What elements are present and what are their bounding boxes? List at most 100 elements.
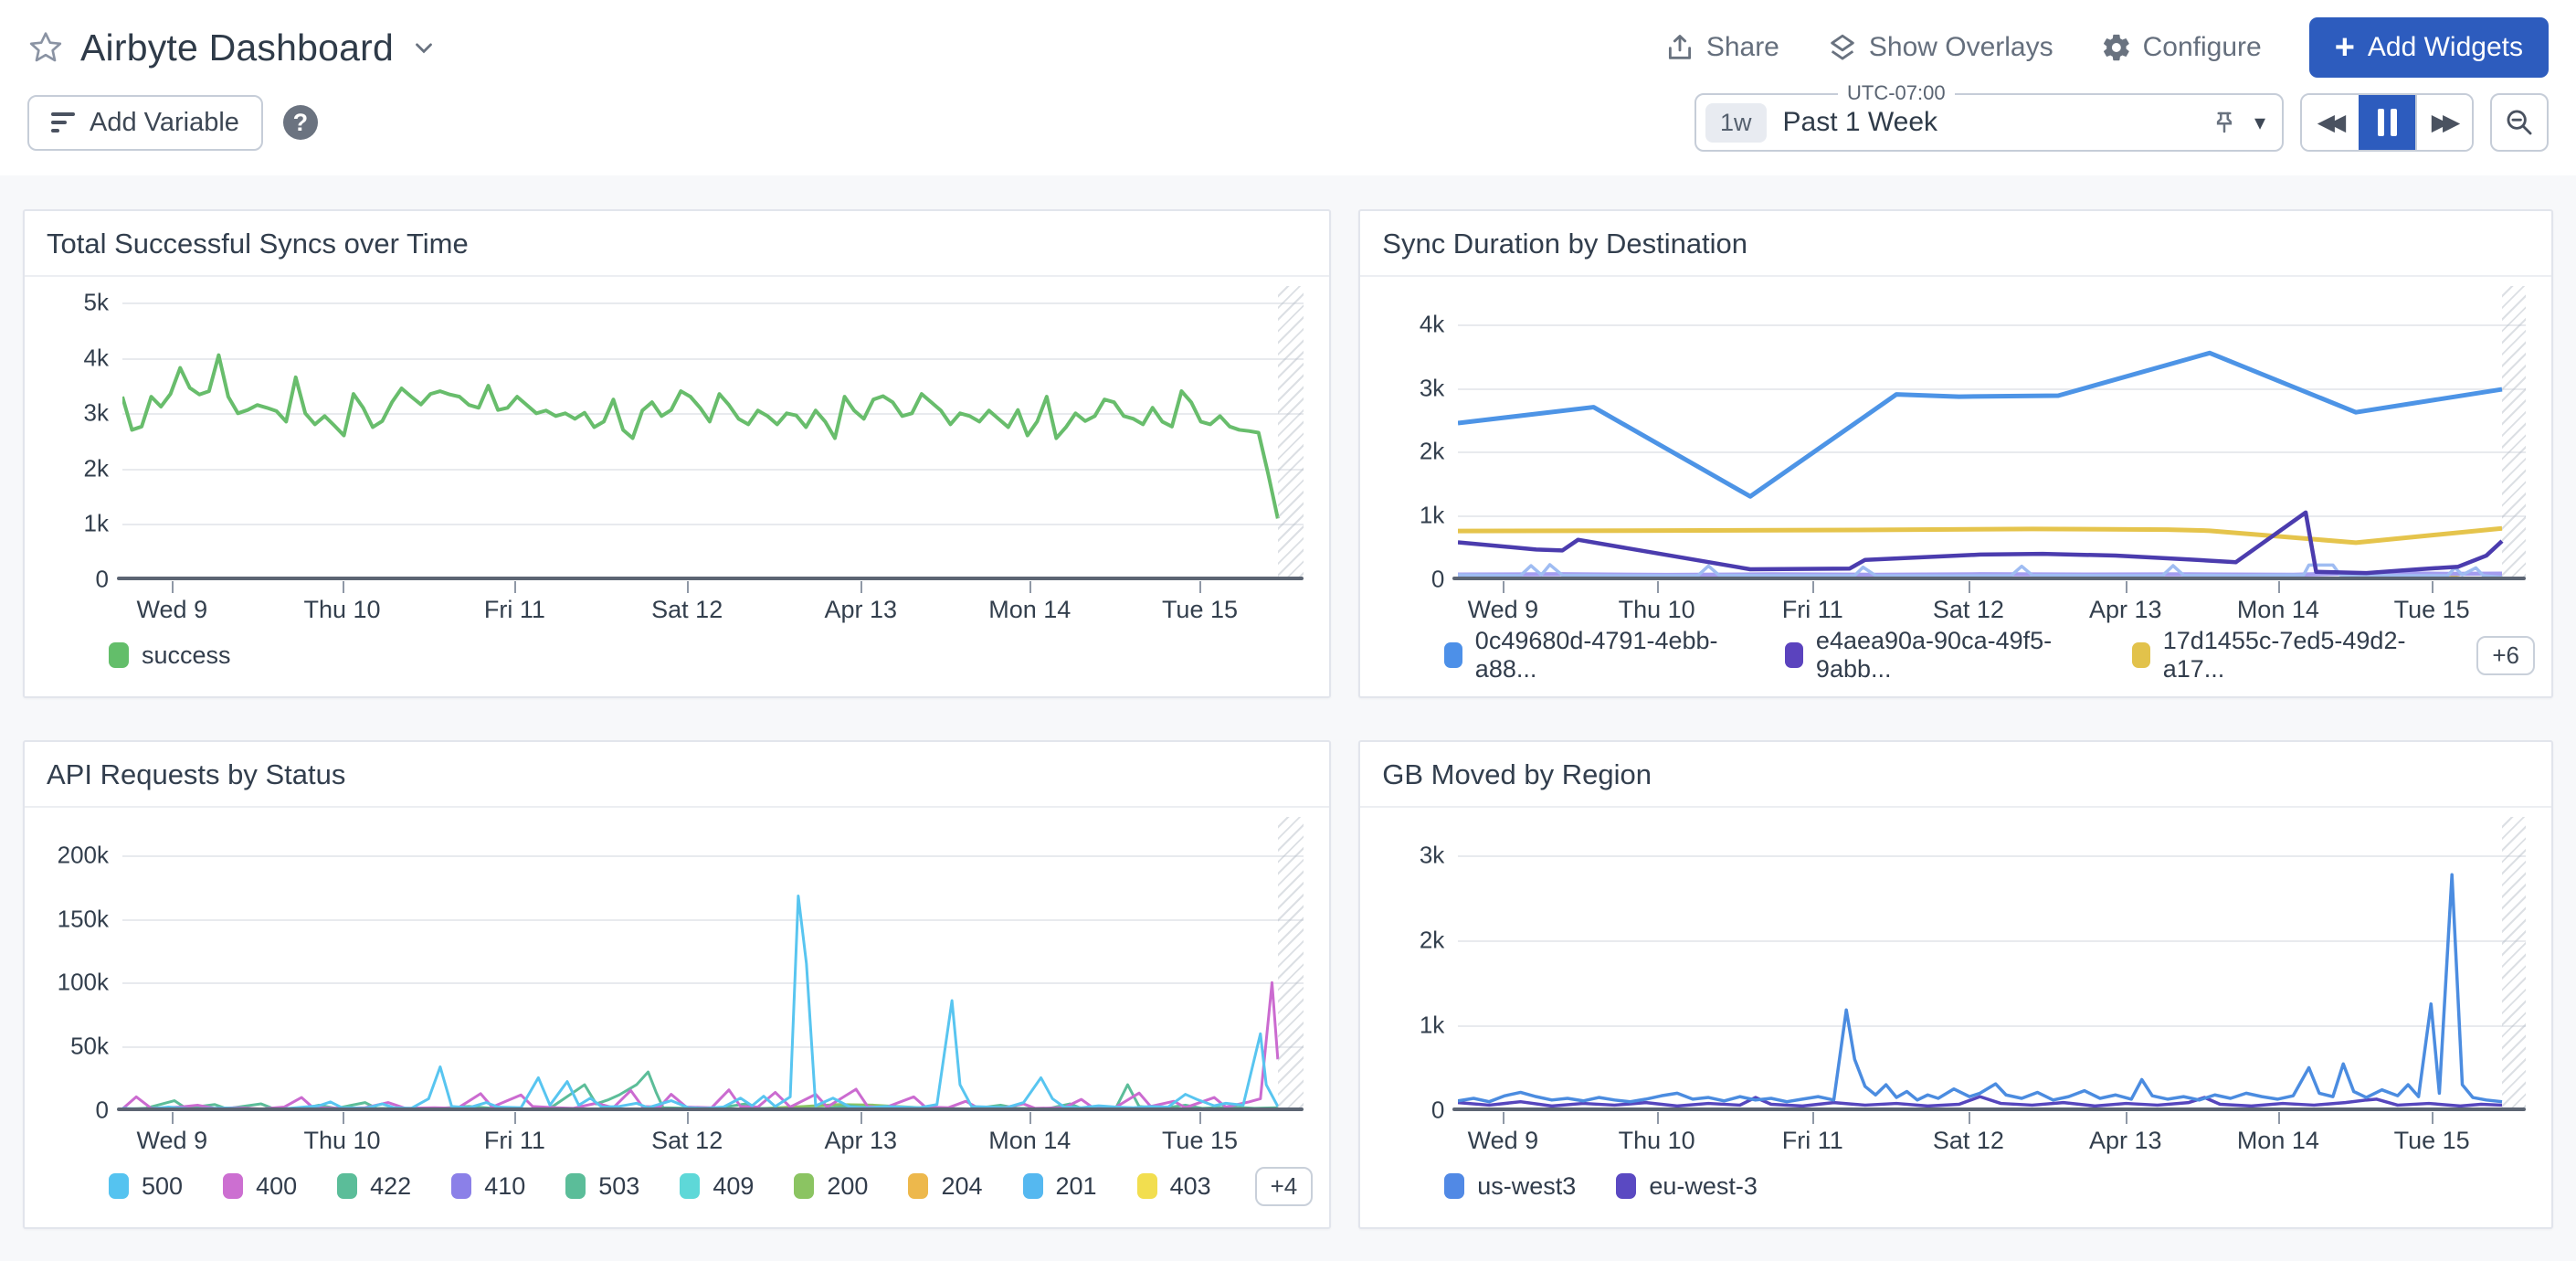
- legend-swatch: [1444, 642, 1462, 668]
- x-axis: Wed 9 Thu 10 Fri 11 Sat 12 Apr 13 Mon 14 Tue 1…: [1458, 1110, 2526, 1158]
- x-axis-label: Sat 12: [651, 596, 723, 623]
- legend-item[interactable]: 503: [565, 1172, 639, 1201]
- gridline: [1458, 939, 2526, 942]
- x-axis-tick: [172, 1112, 174, 1124]
- time-dropdown-caret[interactable]: ▾: [2254, 110, 2265, 135]
- time-range-picker[interactable]: UTC-07:00 1w Past 1 Week ▾: [1694, 81, 2284, 152]
- future-region-hatch: [1277, 286, 1304, 579]
- chart-legend: success: [109, 627, 1313, 683]
- x-axis: Wed 9 Thu 10 Fri 11 Sat 12 Apr 13 Mon 14 Tue 1…: [122, 579, 1304, 627]
- gridline: [1458, 515, 2526, 518]
- time-forward-button[interactable]: ▶▶: [2415, 95, 2472, 150]
- time-pause-button[interactable]: [2359, 95, 2415, 150]
- y-axis-label: 3k: [83, 398, 109, 427]
- legend-swatch: [223, 1173, 244, 1199]
- legend-label: 500: [142, 1171, 184, 1200]
- add-widgets-button[interactable]: + Add Widgets: [2308, 17, 2549, 78]
- favorite-star-icon[interactable]: [27, 29, 64, 66]
- x-axis-label: Apr 13: [824, 596, 898, 623]
- x-axis-label: Thu 10: [1618, 596, 1695, 623]
- legend-item[interactable]: 410: [451, 1172, 525, 1201]
- legend-item[interactable]: 403: [1136, 1172, 1211, 1201]
- share-button[interactable]: Share: [1664, 32, 1779, 63]
- y-axis-label: 150k: [57, 905, 109, 933]
- configure-button[interactable]: Configure: [2101, 32, 2262, 63]
- legend-swatch: [908, 1173, 929, 1199]
- legend-swatch: [451, 1173, 472, 1199]
- legend-item[interactable]: 500: [109, 1172, 183, 1201]
- add-variable-button[interactable]: Add Variable: [27, 94, 263, 151]
- y-axis-label: 1k: [83, 509, 109, 537]
- gridline: [1458, 387, 2526, 390]
- legend-swatch: [794, 1173, 815, 1199]
- y-axis-label: 0: [95, 1096, 109, 1124]
- time-range-label: Past 1 Week: [1782, 107, 1938, 137]
- legend-label: 409: [713, 1171, 755, 1200]
- plot-area[interactable]: 0 50k 100k 150k 200k: [58, 817, 1304, 1124]
- y-axis-label: 5k: [83, 288, 109, 316]
- legend-item[interactable]: 17d1455c-7ed5-49d2-a17...: [2132, 627, 2433, 683]
- gridline: [122, 357, 1304, 360]
- legend-swatch: [337, 1173, 358, 1199]
- series-500: [122, 896, 1278, 1109]
- gridline: [122, 468, 1304, 471]
- legend-item[interactable]: eu-west-3: [1616, 1172, 1758, 1201]
- filter-icon: [51, 112, 75, 132]
- plot-area[interactable]: 0 1k 2k 3k 4k 5k: [84, 286, 1304, 593]
- x-axis-label: Tue 15: [1161, 1127, 1238, 1154]
- x-axis-tick: [1812, 1112, 1815, 1124]
- time-backward-button[interactable]: ◀◀: [2302, 95, 2359, 150]
- legend-item[interactable]: 201: [1022, 1172, 1097, 1201]
- y-axis-label: 2k: [83, 454, 109, 482]
- x-axis-label: Fri 11: [1781, 1127, 1843, 1154]
- help-icon[interactable]: ?: [282, 105, 318, 140]
- x-axis-label: Tue 15: [1161, 596, 1238, 623]
- series-additional-series-lightblue: [1458, 565, 2502, 578]
- y-axis-label: 100k: [57, 968, 109, 996]
- x-axis-tick: [514, 581, 517, 593]
- legend-item[interactable]: 400: [223, 1172, 297, 1201]
- gridline: [1458, 323, 2526, 326]
- show-overlays-button[interactable]: Show Overlays: [1827, 32, 2053, 63]
- pin-icon[interactable]: [2211, 109, 2238, 136]
- chart-legend: us-west3 eu-west-3: [1444, 1158, 2535, 1214]
- future-region-hatch: [1277, 817, 1304, 1110]
- plot-area[interactable]: 0 1k 2k 3k 4k: [1420, 286, 2526, 593]
- x-axis-tick: [1503, 581, 1505, 593]
- legend-overflow-badge[interactable]: +4: [1254, 1166, 1314, 1206]
- x-axis-label: Mon 14: [2236, 596, 2319, 623]
- legend-item[interactable]: e4aea90a-90ca-49f5-9abb...: [1785, 627, 2092, 683]
- series-400: [122, 982, 1278, 1108]
- legend-item[interactable]: 204: [908, 1171, 983, 1201]
- x-axis-tick: [1968, 1112, 1970, 1124]
- x-axis-label: Mon 14: [2236, 1127, 2319, 1154]
- x-axis-tick: [1656, 1112, 1659, 1124]
- legend-label: eu-west-3: [1649, 1171, 1758, 1200]
- legend-label: 204: [941, 1171, 983, 1200]
- y-axis-label: 0: [1431, 1096, 1445, 1124]
- gridline: [1458, 1024, 2526, 1027]
- chart-canvas: [1458, 286, 2526, 579]
- legend-label: 400: [256, 1171, 298, 1200]
- title-chevron-down-icon[interactable]: [410, 34, 438, 61]
- add-variable-label: Add Variable: [90, 107, 239, 137]
- x-axis-tick: [1029, 1112, 1032, 1124]
- legend-item[interactable]: 409: [680, 1172, 754, 1201]
- legend-item[interactable]: success: [109, 641, 231, 670]
- legend-item[interactable]: us-west3: [1444, 1172, 1576, 1201]
- x-axis-line: [1452, 1107, 2526, 1111]
- legend-item[interactable]: 0c49680d-4791-4ebb-a88...: [1444, 627, 1745, 683]
- legend-item[interactable]: 200: [794, 1172, 868, 1201]
- legend-item[interactable]: 422: [337, 1172, 411, 1201]
- series-success: [122, 355, 1278, 519]
- zoom-out-button[interactable]: [2490, 93, 2549, 152]
- plot-area[interactable]: 0 1k 2k 3k: [1420, 817, 2526, 1124]
- dashboard-grid: Total Successful Syncs over Time 0 1k 2k 3k…: [0, 175, 2576, 1229]
- legend-overflow-badge[interactable]: +6: [2476, 635, 2535, 675]
- legend-swatch: [2132, 642, 2150, 668]
- gridline: [122, 302, 1304, 305]
- x-axis-tick: [172, 581, 174, 593]
- legend-swatch: [680, 1173, 701, 1199]
- legend-label: e4aea90a-90ca-49f5-9abb...: [1815, 627, 2053, 683]
- x-axis-label: Apr 13: [2088, 1127, 2162, 1154]
